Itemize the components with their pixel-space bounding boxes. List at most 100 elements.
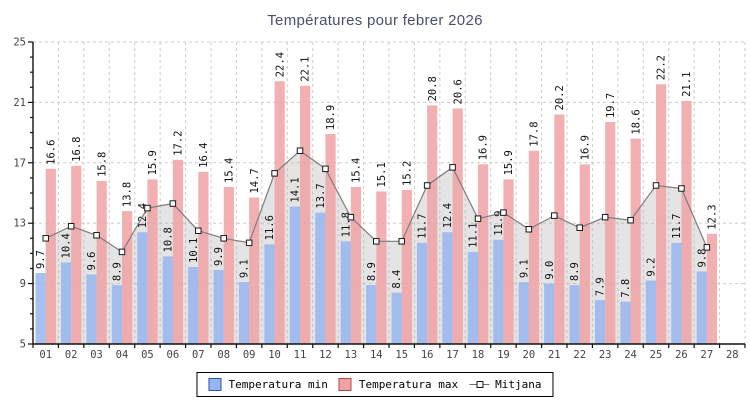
bar-label-max-09: 14.7 bbox=[249, 168, 261, 193]
mitjana-point-26 bbox=[678, 185, 685, 192]
bar-label-min-20: 9.1 bbox=[518, 259, 530, 278]
bar-label-max-15: 15.2 bbox=[401, 161, 413, 186]
y-axis-label-25: 25 bbox=[13, 37, 26, 49]
bar-max-26 bbox=[681, 100, 692, 344]
bar-label-max-25: 22.2 bbox=[656, 55, 668, 80]
bar-min-24 bbox=[620, 301, 631, 344]
bar-label-min-02: 10.4 bbox=[61, 233, 73, 258]
x-axis-label-28: 28 bbox=[726, 349, 739, 361]
x-axis-label-26: 26 bbox=[675, 349, 688, 361]
bar-min-27 bbox=[696, 271, 707, 344]
bar-max-06 bbox=[172, 159, 184, 344]
bar-max-09 bbox=[249, 197, 260, 344]
y-axis-label-5: 5 bbox=[20, 339, 26, 351]
bar-min-11 bbox=[289, 206, 300, 344]
mitjana-point-13 bbox=[347, 213, 355, 221]
x-axis-label-17: 17 bbox=[446, 349, 459, 361]
legend-item-temperatura-min: Temperatura min bbox=[208, 378, 328, 391]
bar-max-07 bbox=[198, 171, 209, 344]
bar-min-22 bbox=[569, 285, 580, 344]
x-axis-label-02: 02 bbox=[65, 349, 78, 361]
legend-swatch-min bbox=[208, 378, 222, 391]
y-axis-label-9: 9 bbox=[20, 278, 26, 290]
x-axis-label-23: 23 bbox=[599, 349, 612, 361]
bar-label-min-23: 7.9 bbox=[595, 277, 607, 296]
x-axis-label-21: 21 bbox=[548, 349, 561, 361]
mitjana-marker-icon bbox=[469, 378, 490, 391]
x-axis-label-11: 11 bbox=[294, 349, 307, 361]
bar-max-16 bbox=[427, 105, 438, 344]
mitjana-point-02 bbox=[67, 222, 75, 230]
bar-max-03 bbox=[96, 180, 107, 344]
bar-min-12 bbox=[315, 212, 326, 344]
x-axis-label-10: 10 bbox=[268, 349, 281, 361]
legend-item-temperatura-max: Temperatura max bbox=[338, 378, 458, 391]
x-axis-label-15: 15 bbox=[395, 349, 408, 361]
mitjana-point-25 bbox=[652, 182, 660, 189]
y-axis-label-17: 17 bbox=[13, 157, 26, 169]
bar-label-max-13: 15.4 bbox=[351, 158, 363, 183]
bar-min-02 bbox=[60, 262, 72, 344]
bar-min-15 bbox=[391, 292, 402, 344]
mitjana-point-22 bbox=[576, 224, 583, 231]
x-axis-label-25: 25 bbox=[650, 349, 663, 361]
bar-label-min-22: 8.9 bbox=[569, 262, 581, 281]
x-axis-label-27: 27 bbox=[701, 349, 714, 361]
bar-label-max-27: 12.3 bbox=[707, 204, 719, 229]
bar-label-max-02: 16.8 bbox=[71, 137, 83, 162]
bar-min-01 bbox=[35, 273, 46, 344]
bar-min-18 bbox=[467, 251, 478, 344]
bar-min-08 bbox=[213, 270, 224, 344]
bar-label-min-07: 10.1 bbox=[188, 238, 200, 263]
mitjana-point-07 bbox=[195, 227, 202, 234]
bar-label-max-19: 15.9 bbox=[503, 150, 515, 175]
bar-max-22 bbox=[579, 164, 590, 344]
bar-label-min-15: 8.4 bbox=[391, 270, 403, 289]
x-axis-label-07: 07 bbox=[192, 349, 205, 361]
mitjana-point-16 bbox=[423, 182, 431, 189]
bar-label-max-05: 15.9 bbox=[147, 150, 159, 175]
mitjana-point-10 bbox=[271, 170, 278, 177]
bar-label-min-19: 11.9 bbox=[493, 211, 505, 236]
chart-legend: Temperatura min Temperatura max Mitjana bbox=[196, 372, 554, 397]
bar-label-min-21: 9.0 bbox=[544, 261, 556, 280]
x-axis-label-18: 18 bbox=[472, 349, 485, 361]
x-axis-label-06: 06 bbox=[167, 349, 180, 361]
legend-item-mitjana: Mitjana bbox=[469, 378, 542, 391]
bar-max-19 bbox=[503, 179, 514, 344]
bar-label-min-27: 9.8 bbox=[696, 249, 708, 268]
mitjana-point-09 bbox=[245, 239, 253, 247]
bar-label-max-23: 19.7 bbox=[605, 93, 617, 118]
bar-label-max-06: 17.2 bbox=[173, 130, 185, 155]
bar-max-08 bbox=[223, 186, 234, 344]
bar-min-13 bbox=[340, 241, 351, 344]
legend-label-min: Temperatura min bbox=[228, 378, 328, 391]
bar-label-max-18: 16.9 bbox=[478, 135, 490, 160]
bar-min-07 bbox=[188, 266, 199, 344]
x-axis-label-14: 14 bbox=[370, 349, 383, 361]
bar-label-max-26: 21.1 bbox=[681, 72, 693, 97]
bar-label-min-03: 9.6 bbox=[86, 252, 98, 271]
bar-label-max-20: 17.8 bbox=[529, 121, 541, 146]
bar-max-20 bbox=[528, 150, 540, 344]
bar-min-04 bbox=[111, 285, 122, 344]
bar-label-max-07: 16.4 bbox=[198, 143, 210, 168]
bar-min-23 bbox=[594, 300, 606, 344]
bar-label-max-21: 20.2 bbox=[554, 85, 566, 110]
bar-min-25 bbox=[645, 280, 656, 344]
bar-label-min-10: 11.6 bbox=[264, 215, 276, 240]
bar-label-max-17: 20.6 bbox=[452, 79, 464, 104]
mitjana-point-23 bbox=[601, 213, 609, 221]
bar-min-17 bbox=[442, 232, 453, 344]
bar-label-max-24: 18.6 bbox=[630, 109, 642, 134]
bar-label-min-08: 9.9 bbox=[213, 247, 225, 266]
bar-label-max-12: 18.9 bbox=[325, 105, 337, 130]
bar-label-min-24: 7.8 bbox=[620, 279, 632, 298]
bar-min-19 bbox=[493, 239, 504, 344]
bar-min-10 bbox=[264, 244, 275, 344]
bar-label-max-03: 15.8 bbox=[96, 152, 108, 177]
x-axis-label-19: 19 bbox=[497, 349, 510, 361]
bar-max-15 bbox=[401, 189, 412, 344]
